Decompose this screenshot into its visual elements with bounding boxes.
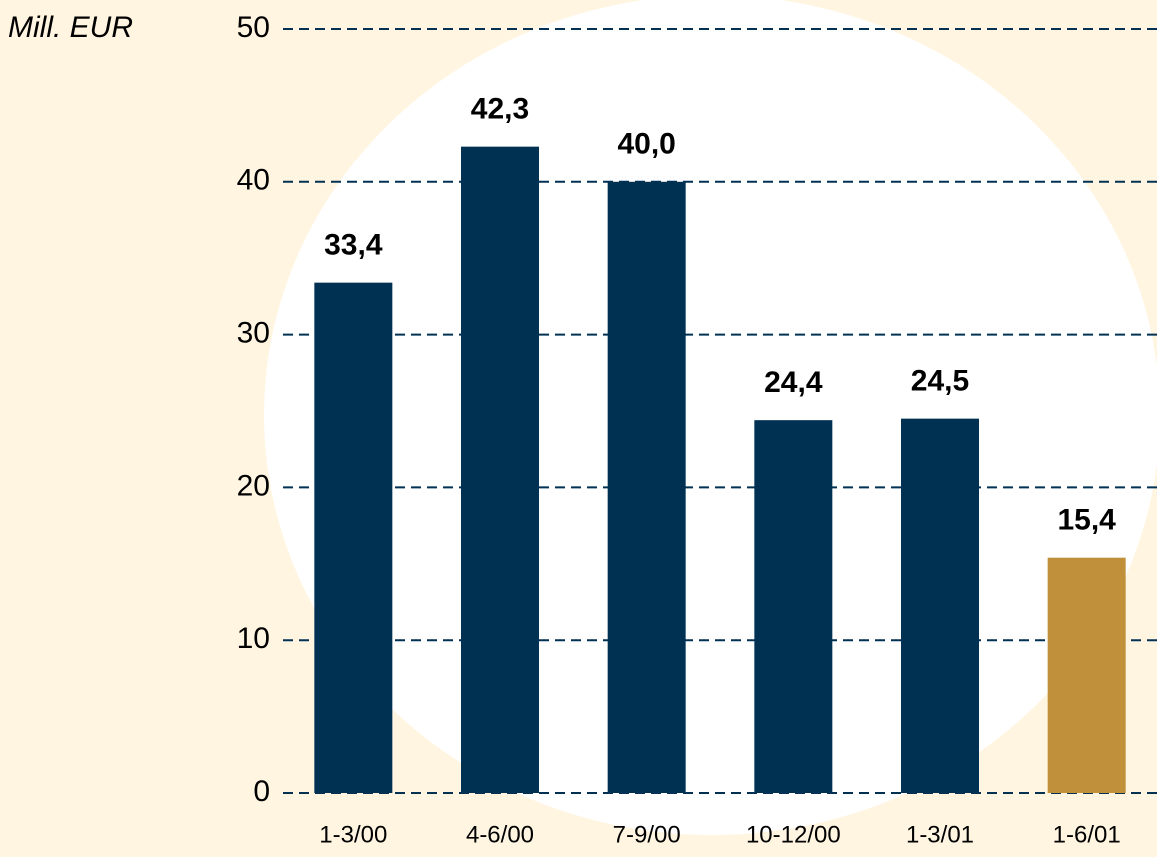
y-axis-label: Mill. EUR — [8, 11, 133, 44]
y-tick-label: 10 — [237, 622, 270, 655]
y-tick-label: 20 — [237, 469, 270, 502]
x-tick-label: 1-3/01 — [906, 821, 974, 848]
x-tick-label: 1-3/00 — [319, 821, 387, 848]
bar — [461, 146, 539, 793]
data-label: 15,4 — [1057, 504, 1116, 537]
data-label: 24,5 — [911, 365, 969, 398]
x-tick-label: 7-9/00 — [613, 821, 681, 848]
bar — [901, 418, 979, 793]
bar — [754, 420, 833, 793]
x-tick-label: 4-6/00 — [466, 821, 534, 848]
bar — [607, 181, 686, 794]
data-label: 40,0 — [617, 128, 675, 161]
y-tick-label: 0 — [253, 775, 270, 808]
data-label: 24,4 — [764, 366, 823, 399]
data-label: 42,3 — [471, 93, 529, 126]
y-tick-label: 30 — [237, 317, 270, 350]
y-tick-label: 50 — [237, 11, 270, 44]
backdrop-ellipse — [264, 0, 1157, 835]
bar — [314, 282, 393, 793]
bar — [1047, 557, 1126, 793]
x-tick-label: 1-6/01 — [1053, 821, 1121, 848]
data-label: 33,4 — [324, 229, 383, 262]
y-tick-label: 40 — [237, 164, 270, 197]
x-tick-label: 10-12/00 — [746, 821, 841, 848]
